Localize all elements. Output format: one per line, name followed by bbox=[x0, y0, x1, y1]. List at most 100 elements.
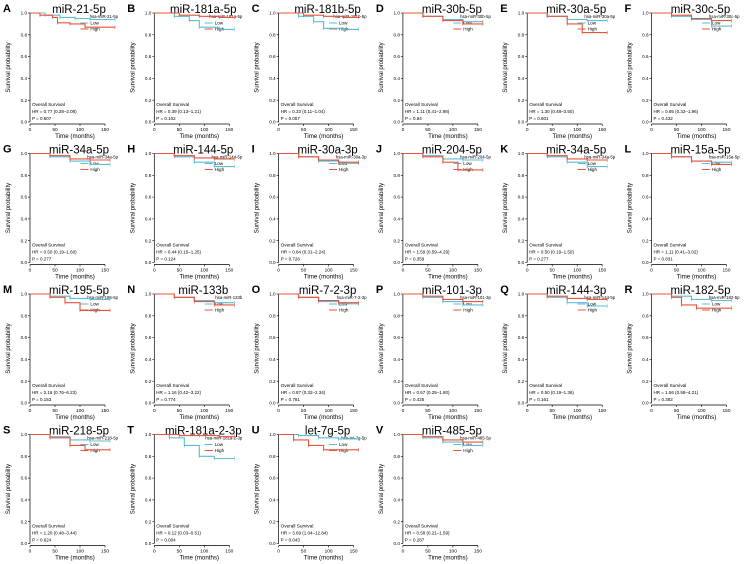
y-tick-label: 1.0 bbox=[145, 432, 152, 437]
x-tick-label: 100 bbox=[325, 127, 333, 133]
panel-letter: Q bbox=[500, 284, 509, 296]
y-tick-label: 0.6 bbox=[269, 335, 276, 340]
legend-title: hsa-miR-181b-5p bbox=[333, 14, 367, 19]
x-tick-label: 150 bbox=[598, 268, 606, 274]
y-tick-label: 0.8 bbox=[394, 454, 401, 459]
x-tick-label: 150 bbox=[474, 268, 482, 274]
y-tick-label: 0.6 bbox=[269, 195, 276, 200]
y-axis-label: Survival probability bbox=[6, 42, 12, 92]
legend-title: hsa-miR-21-5p bbox=[90, 14, 119, 19]
x-tick-label: 100 bbox=[76, 268, 84, 274]
x-tick-label: 50 bbox=[301, 127, 307, 133]
panel-title: miR-30a-3p bbox=[298, 145, 358, 157]
legend-title: hsa-miR-181a-5p bbox=[209, 14, 243, 19]
y-tick-label: 0.2 bbox=[269, 98, 276, 103]
y-tick-label: 1.0 bbox=[642, 151, 649, 156]
p-value-text: P = 0.004 bbox=[156, 538, 176, 543]
legend-title: hsa-miR-7-2-3p bbox=[337, 295, 367, 300]
panel-title: miR-144-5p bbox=[173, 145, 233, 157]
p-value-text: P = 0.124 bbox=[156, 257, 176, 262]
p-value-text: P = 0.624 bbox=[32, 538, 52, 543]
y-tick-label: 0.4 bbox=[269, 498, 276, 503]
legend-high-label: High bbox=[463, 308, 473, 313]
y-tick-label: 0.6 bbox=[145, 476, 152, 481]
y-tick-label: 0.8 bbox=[21, 313, 28, 318]
hr-text: HR = 0.12 (0.03–0.51) bbox=[156, 531, 201, 536]
panel-letter: B bbox=[127, 3, 135, 15]
panel-title: miR-101-3p bbox=[422, 285, 482, 297]
x-axis-label: Time (months) bbox=[55, 414, 95, 421]
legend-high-label: High bbox=[339, 167, 349, 172]
x-tick-label: 0 bbox=[277, 408, 280, 414]
hr-text: HR = 0.50 (0.19–1.36) bbox=[529, 390, 574, 395]
hr-text: HR = 0.39 (0.13–1.21) bbox=[156, 109, 201, 114]
y-axis-label: Survival probability bbox=[255, 464, 261, 514]
y-tick-label: 0.8 bbox=[518, 313, 525, 318]
panel-title: miR-15a-5p bbox=[670, 145, 730, 157]
os-label: Overall Survival bbox=[529, 383, 562, 388]
panel-title: miR-195-5p bbox=[49, 285, 109, 297]
x-tick-label: 50 bbox=[550, 127, 556, 133]
x-tick-label: 50 bbox=[177, 127, 183, 133]
x-tick-label: 100 bbox=[573, 127, 581, 133]
panel-letter: V bbox=[376, 425, 384, 437]
p-value-text: P = 0.607 bbox=[32, 116, 52, 121]
os-label: Overall Survival bbox=[156, 383, 189, 388]
legend-title: hsa-miR-204-5p bbox=[460, 155, 491, 160]
x-axis-label: Time (months) bbox=[55, 555, 95, 562]
y-tick-label: 0.0 bbox=[269, 260, 276, 265]
y-axis-label: Survival probability bbox=[130, 183, 136, 233]
y-tick-label: 0.6 bbox=[21, 476, 28, 481]
panel-letter: A bbox=[3, 3, 11, 15]
x-tick-label: 0 bbox=[29, 127, 32, 133]
x-tick-label: 0 bbox=[526, 408, 529, 414]
panel-letter: S bbox=[3, 425, 10, 437]
y-tick-label: 1.0 bbox=[394, 432, 401, 437]
y-tick-label: 0.0 bbox=[518, 401, 525, 406]
x-axis-label: Time (months) bbox=[677, 414, 717, 421]
y-tick-label: 1.0 bbox=[145, 292, 152, 297]
panel-letter: J bbox=[376, 144, 382, 156]
y-tick-label: 0.0 bbox=[642, 260, 649, 265]
x-tick-label: 150 bbox=[474, 408, 482, 414]
x-axis-label: Time (months) bbox=[428, 555, 468, 562]
p-value-text: P = 0.84 bbox=[405, 116, 422, 121]
os-label: Overall Survival bbox=[529, 243, 562, 248]
y-tick-label: 0.6 bbox=[642, 54, 649, 59]
x-tick-label: 50 bbox=[550, 408, 556, 414]
hr-text: HR = 0.84 (0.31–2.24) bbox=[281, 250, 326, 255]
x-tick-label: 100 bbox=[200, 408, 208, 414]
legend-low-label: Low bbox=[463, 302, 472, 307]
y-axis-label: Survival probability bbox=[379, 42, 385, 92]
legend-title: hsa-miR-34a-5p bbox=[87, 155, 118, 160]
os-label: Overall Survival bbox=[156, 243, 189, 248]
y-tick-label: 0.4 bbox=[269, 217, 276, 222]
x-tick-label: 0 bbox=[402, 549, 405, 555]
panel-letter: I bbox=[252, 144, 255, 156]
y-tick-label: 0.8 bbox=[642, 173, 649, 178]
hr-text: HR = 1.16 (0.42–3.22) bbox=[156, 390, 201, 395]
y-tick-label: 0.0 bbox=[145, 260, 152, 265]
x-tick-label: 0 bbox=[402, 127, 405, 133]
x-tick-label: 100 bbox=[449, 127, 457, 133]
y-tick-label: 1.0 bbox=[269, 432, 276, 437]
p-value-text: P = 0.382 bbox=[654, 397, 674, 402]
y-tick-label: 0.0 bbox=[21, 541, 28, 546]
y-tick-label: 0.8 bbox=[145, 173, 152, 178]
y-axis-label: Survival probability bbox=[503, 42, 509, 92]
y-tick-label: 0.8 bbox=[269, 173, 276, 178]
y-axis-label: Survival probability bbox=[628, 42, 634, 92]
hr-text: HR = 1.56 (0.58–4.21) bbox=[654, 390, 699, 395]
y-tick-label: 0.2 bbox=[269, 519, 276, 524]
legend-title: hsa-miR-182-5p bbox=[709, 295, 740, 300]
hr-text: HR = 0.50 (0.19–1.50) bbox=[529, 250, 574, 255]
legend-low-label: Low bbox=[463, 21, 472, 26]
y-tick-label: 0.2 bbox=[145, 238, 152, 243]
y-axis-label: Survival probability bbox=[379, 464, 385, 514]
x-axis-label: Time (months) bbox=[552, 414, 592, 421]
y-tick-label: 0.8 bbox=[145, 454, 152, 459]
legend-low-label: Low bbox=[712, 302, 721, 307]
